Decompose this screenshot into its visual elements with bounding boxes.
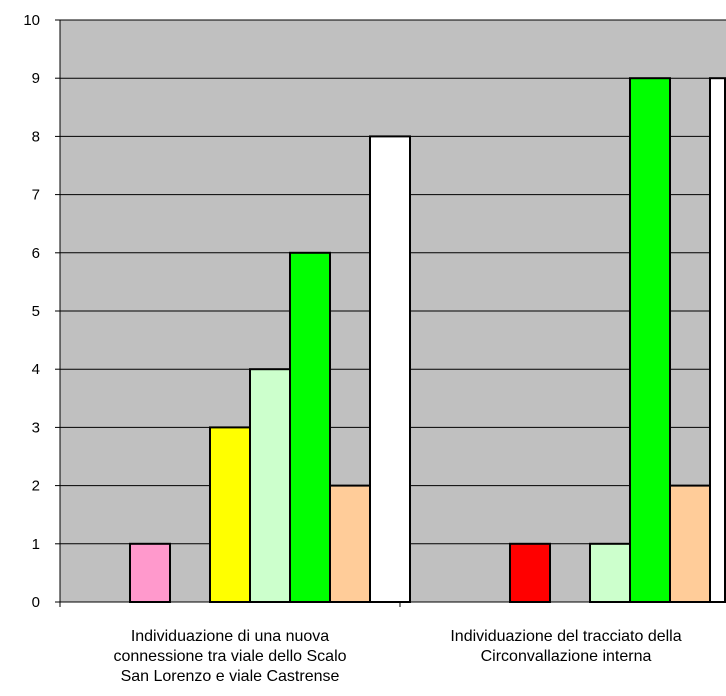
bar [509,542,551,603]
y-tick-label: 8 [32,128,40,145]
y-tick-label: 5 [32,303,40,320]
bar [129,542,171,603]
bar [589,542,631,603]
x-category-label: Individuazione del tracciato della Circo… [450,628,682,665]
bar [249,368,291,604]
y-tick-label: 2 [32,478,40,495]
bar [209,426,251,603]
x-category-label: Individuazione di una nuova connessione … [113,628,347,685]
y-tick-label: 9 [32,70,40,87]
axes: 0 1 2 3 4 5 6 7 8 9 10 [23,12,726,611]
y-tick-label: 4 [32,361,40,378]
y-tick-label: 3 [32,419,40,436]
y-tick-label: 1 [32,536,40,553]
y-tick-label: 10 [23,12,40,29]
bar [629,77,671,603]
y-tick-label: 0 [32,594,40,611]
y-tick-label: 6 [32,245,40,262]
bar [669,484,711,604]
bar [709,77,726,603]
y-tick-label: 7 [32,187,40,204]
bar [329,484,371,604]
bar [289,251,331,604]
bar [369,135,411,603]
